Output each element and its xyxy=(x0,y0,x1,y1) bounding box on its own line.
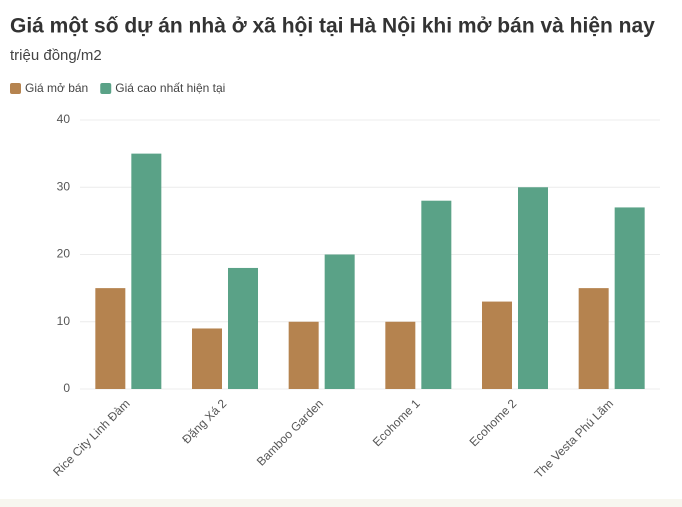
legend-swatch xyxy=(100,83,112,94)
x-tick-label: Bamboo Garden xyxy=(254,396,326,468)
legend-label: Giá mở bán xyxy=(25,81,88,95)
x-tick-label: The Vesta Phú Lãm xyxy=(532,396,616,480)
bar xyxy=(288,321,319,389)
bar xyxy=(614,207,645,389)
bar xyxy=(578,288,609,389)
bar xyxy=(95,288,126,389)
footer-strip xyxy=(0,499,682,507)
y-tick-label: 40 xyxy=(57,112,71,126)
y-tick-label: 20 xyxy=(57,247,71,261)
y-tick-label: 0 xyxy=(63,381,70,395)
bar xyxy=(482,301,512,389)
x-tick-label: Đặng Xá 2 xyxy=(179,396,229,446)
bar xyxy=(131,153,162,389)
chart-subtitle: triệu đồng/m2 xyxy=(10,47,102,64)
bar xyxy=(324,254,355,389)
bar xyxy=(421,200,452,389)
x-tick-label: Ecohome 2 xyxy=(467,396,520,449)
x-tick-label: Rice City Linh Đàm xyxy=(50,396,133,479)
bar xyxy=(518,187,548,389)
y-tick-label: 10 xyxy=(57,314,71,328)
legend-swatch xyxy=(10,83,21,94)
bar xyxy=(228,267,258,389)
chart-title: Giá một số dự án nhà ở xã hội tại Hà Nội… xyxy=(10,15,655,38)
x-tick-label: Ecohome 1 xyxy=(370,396,423,449)
legend-label: Giá cao nhất hiện tại xyxy=(115,81,225,95)
bar xyxy=(192,328,222,389)
y-tick-label: 30 xyxy=(57,179,71,193)
bar xyxy=(385,321,416,389)
